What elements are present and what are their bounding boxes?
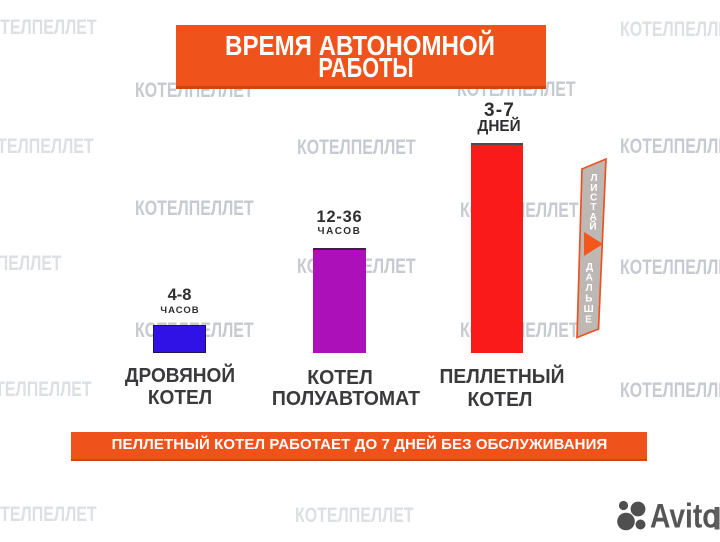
- svg-text:А: А: [586, 273, 593, 284]
- svg-text:Л: Л: [590, 173, 597, 184]
- svg-text:Т: Т: [590, 202, 596, 213]
- svg-text:А: А: [590, 212, 597, 223]
- svg-text:Е: Е: [585, 315, 592, 326]
- svg-text:Д: Д: [586, 262, 593, 273]
- svg-text:С: С: [590, 193, 597, 204]
- svg-text:Ь: Ь: [585, 294, 592, 305]
- svg-text:Й: Й: [589, 220, 596, 233]
- svg-text:Avito: Avito: [650, 497, 719, 535]
- svg-text:Л: Л: [586, 283, 593, 294]
- svg-text:Ш: Ш: [584, 304, 594, 315]
- svg-text:И: И: [590, 183, 597, 194]
